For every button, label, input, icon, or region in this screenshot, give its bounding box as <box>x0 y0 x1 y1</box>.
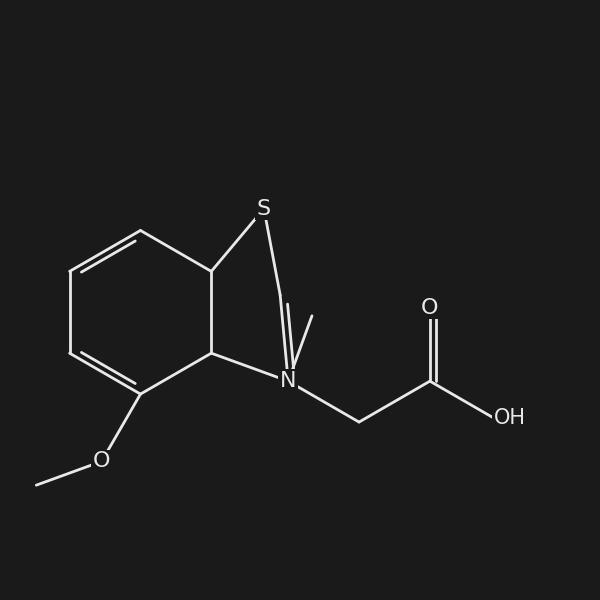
Text: OH: OH <box>494 408 526 428</box>
Text: N: N <box>280 371 296 391</box>
Text: O: O <box>421 298 439 317</box>
Text: O: O <box>93 451 110 472</box>
Text: S: S <box>257 199 271 218</box>
